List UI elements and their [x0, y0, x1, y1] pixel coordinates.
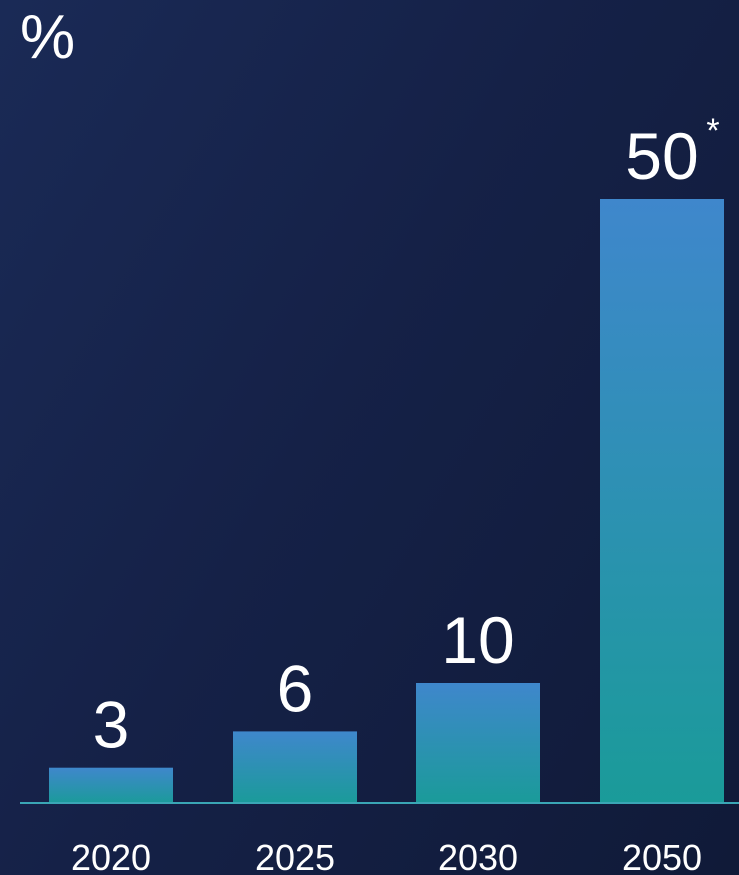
category-label-2025: 2025 — [255, 837, 335, 875]
value-label-2030: 10 — [441, 603, 514, 677]
value-label-2020: 3 — [93, 688, 130, 762]
category-label-2050: 2050 — [622, 837, 702, 875]
bar-2030 — [416, 683, 540, 804]
bar-2050 — [600, 199, 724, 804]
category-label-2030: 2030 — [438, 837, 518, 875]
bar-2020 — [49, 767, 173, 804]
footnote-mark-2050: * — [706, 112, 719, 150]
y-unit-label: % — [20, 3, 75, 72]
category-label-2020: 2020 — [71, 837, 151, 875]
value-label-2050: 50 — [625, 119, 698, 193]
value-label-2025: 6 — [277, 651, 314, 725]
bars-group: 3 2020 6 2025 10 2030 50 * 2050 — [49, 112, 724, 875]
bar-2025 — [233, 731, 357, 804]
